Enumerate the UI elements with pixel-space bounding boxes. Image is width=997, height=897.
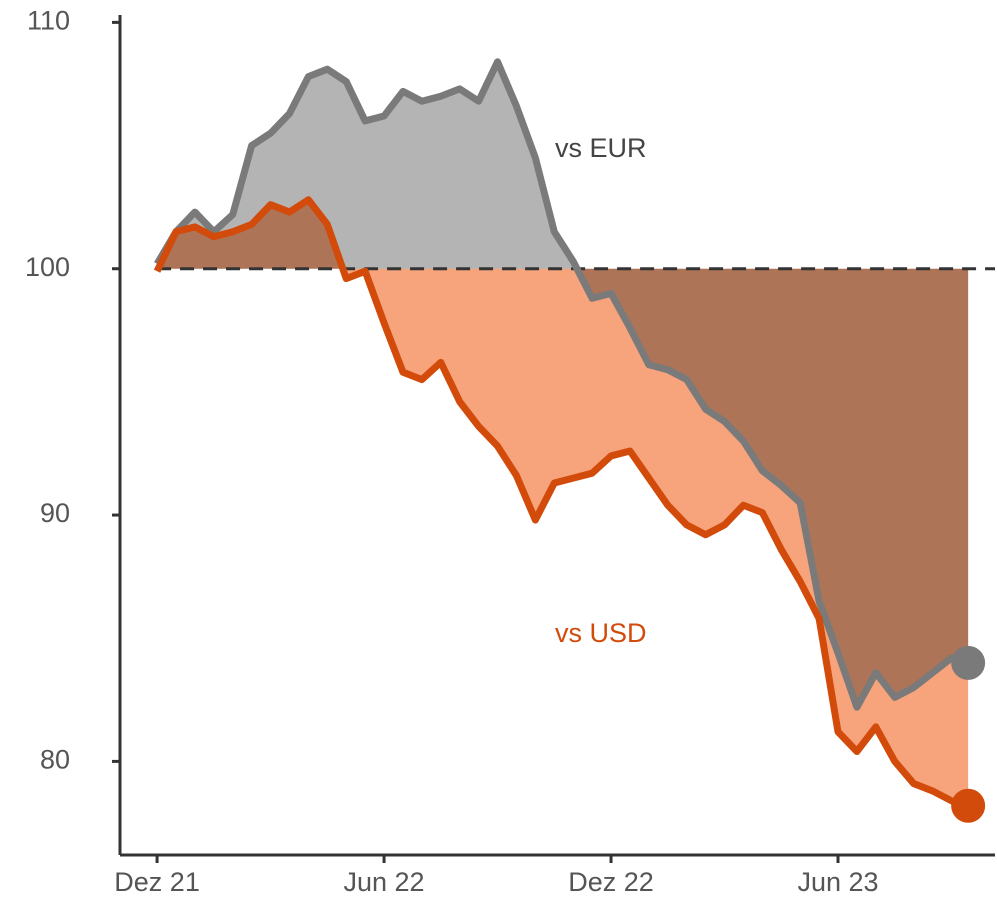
line <box>153 196 970 810</box>
y-tick-label: 80 <box>40 745 70 775</box>
x-tick-label: Jun 23 <box>797 867 878 897</box>
end-marker <box>951 788 986 823</box>
x-tick-label: Jun 22 <box>344 867 425 897</box>
x-tick-label: Dez 21 <box>114 867 200 897</box>
area <box>157 61 969 708</box>
y-tick-label: 110 <box>27 6 70 36</box>
series-label: vs USD <box>555 618 647 648</box>
y-tick-label: 90 <box>40 498 70 528</box>
line <box>154 58 970 711</box>
x-tick-label: Dez 22 <box>568 867 654 897</box>
area <box>157 199 969 806</box>
y-tick-label: 100 <box>25 252 70 282</box>
series-label: vs EUR <box>555 133 647 163</box>
end-marker <box>951 645 986 680</box>
